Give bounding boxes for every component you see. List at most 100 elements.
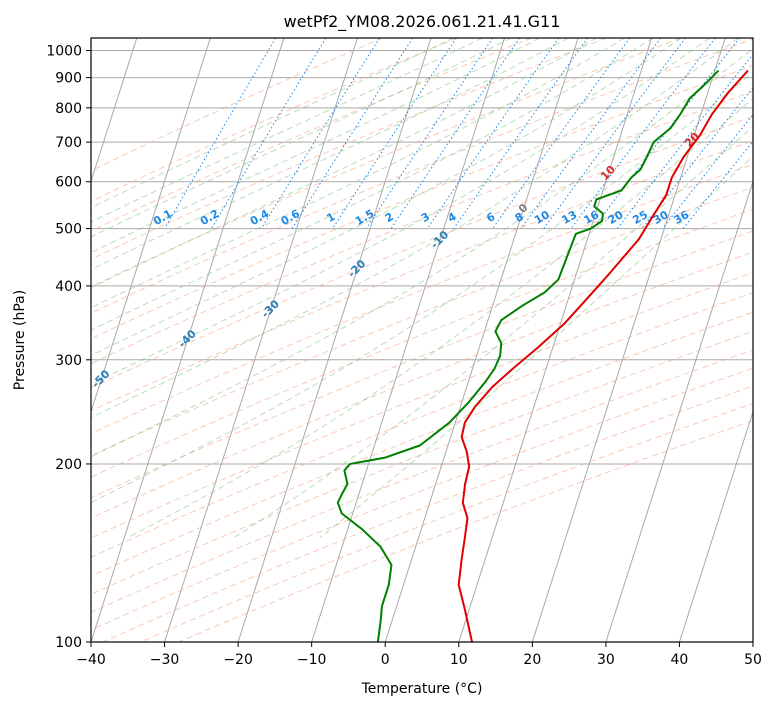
dry-adiabat — [91, 292, 753, 558]
sounding-profiles — [336, 69, 749, 642]
isotherm-gridline — [752, 640, 753, 642]
isotherm-gridline — [458, 38, 653, 642]
mixing-ratio-line — [453, 38, 589, 229]
mixing-ratio-line — [662, 113, 753, 229]
isotherm-gridline — [0, 38, 63, 642]
mixing-ratio-line — [260, 38, 380, 229]
y-tick-label: 1000 — [46, 44, 82, 60]
x-tick-label: 40 — [671, 652, 689, 668]
isotherm-gridline — [678, 410, 753, 642]
dry-adiabat — [91, 349, 753, 613]
isotherm-gridline — [384, 38, 579, 642]
isotherm-gridline — [237, 38, 432, 642]
mixing-ratio-line — [164, 38, 277, 229]
isotherm-gridline — [91, 38, 138, 183]
mixing-ratio-label: 20 — [606, 208, 626, 227]
moist-adiabat — [91, 38, 710, 385]
dry-adiabat — [91, 38, 753, 314]
mixing-ratio-label: 0.4 — [248, 207, 272, 228]
mixing-ratio-line — [390, 38, 521, 229]
dry-adiabat-label: -20 — [345, 257, 368, 280]
mixing-ratio-label: 0.6 — [279, 207, 303, 228]
isotherm-gridline — [531, 38, 726, 642]
dry-adiabat — [91, 38, 532, 232]
mixing-ratio-label: 3 — [419, 210, 432, 225]
y-axis: 100 200 300 400 500 600 700 800 900 1000 — [46, 44, 91, 651]
mixing-ratio-line — [616, 53, 753, 229]
temperature-profile-line — [457, 69, 749, 642]
dry-adiabat-label: -10 — [428, 228, 451, 251]
dry-adiabat-label: -60 — [1, 414, 24, 437]
y-tick-label: 300 — [55, 353, 82, 369]
x-axis-label: Temperature (°C) — [361, 681, 483, 697]
dry-adiabat — [91, 163, 753, 435]
y-tick-label: 900 — [55, 71, 82, 87]
y-tick-label: 400 — [55, 279, 82, 295]
mixing-ratio-label: 6 — [484, 210, 497, 225]
mixing-ratio-line — [492, 38, 631, 229]
background-lines — [0, 38, 753, 642]
moist-adiabat — [91, 38, 739, 419]
y-tick-label: 700 — [55, 135, 82, 151]
x-tick-label: 30 — [597, 652, 615, 668]
moist-adiabat — [91, 38, 569, 271]
dry-adiabat — [91, 140, 753, 412]
dry-adiabat-label: -30 — [259, 297, 282, 320]
mixing-ratio-line — [570, 38, 716, 229]
moist-adiabat — [91, 71, 753, 504]
moist-adiabat — [127, 97, 753, 539]
mixing-ratio-label: 1 — [324, 210, 337, 225]
moist-adiabat — [91, 48, 753, 458]
background-line-labels: 0.10.20.40.611.52346810131620253036-100-… — [1, 99, 775, 437]
dry-adiabat — [91, 186, 753, 457]
dry-adiabat — [91, 38, 458, 203]
moist-adiabat — [91, 38, 597, 289]
dry-adiabat — [91, 230, 753, 499]
moist-adiabat — [91, 38, 512, 238]
isotherm-gridline — [605, 179, 753, 642]
dry-adiabat — [178, 419, 753, 642]
mixing-ratio-label: 1.5 — [353, 207, 376, 228]
dry-adiabat-label: -40 — [176, 327, 199, 350]
mixing-ratio-label: 0.1 — [151, 207, 174, 228]
x-tick-label: 0 — [381, 652, 390, 668]
dry-adiabat — [91, 65, 753, 340]
dry-adiabat — [91, 115, 753, 389]
chart-title: wetPf2_YM08.2026.061.21.41.G11 — [284, 12, 561, 32]
mixing-ratio-line — [210, 38, 327, 229]
x-tick-label: 20 — [523, 652, 541, 668]
dry-adiabat-label: 10 — [598, 163, 618, 183]
dry-adiabat-label: 30 — [766, 99, 775, 119]
y-tick-label: 100 — [55, 635, 82, 651]
mixing-ratio-label: 2 — [383, 210, 396, 225]
x-tick-label: −40 — [76, 652, 106, 668]
mixing-ratio-line — [682, 140, 753, 229]
moist-adiabat — [91, 38, 625, 309]
isotherm-gridline — [164, 38, 358, 642]
dry-adiabat — [91, 272, 753, 539]
isotherm-gridline — [91, 38, 211, 414]
mixing-ratio-label: 0.2 — [198, 207, 221, 228]
x-tick-label: −30 — [150, 652, 180, 668]
x-tick-label: 10 — [450, 652, 468, 668]
mixing-ratio-line — [426, 38, 560, 229]
mixing-ratio-label: 10 — [532, 208, 552, 227]
moist-adiabat — [91, 38, 541, 254]
dry-adiabat — [91, 311, 753, 577]
dewpoint-profile-line — [336, 69, 720, 642]
y-tick-label: 600 — [55, 175, 82, 191]
mixing-ratio-line — [543, 38, 686, 229]
dry-adiabat — [140, 402, 753, 642]
mixing-ratio-line — [291, 38, 414, 229]
y-tick-label: 500 — [55, 222, 82, 238]
x-tick-label: 50 — [744, 652, 762, 668]
moist-adiabat — [91, 38, 654, 331]
plot-frame — [90, 37, 754, 643]
moist-adiabat — [319, 155, 753, 539]
dry-adiabat — [91, 38, 383, 172]
dry-adiabat — [91, 208, 753, 478]
x-tick-label: −10 — [297, 652, 327, 668]
y-axis-label: Pressure (hPa) — [12, 290, 28, 390]
